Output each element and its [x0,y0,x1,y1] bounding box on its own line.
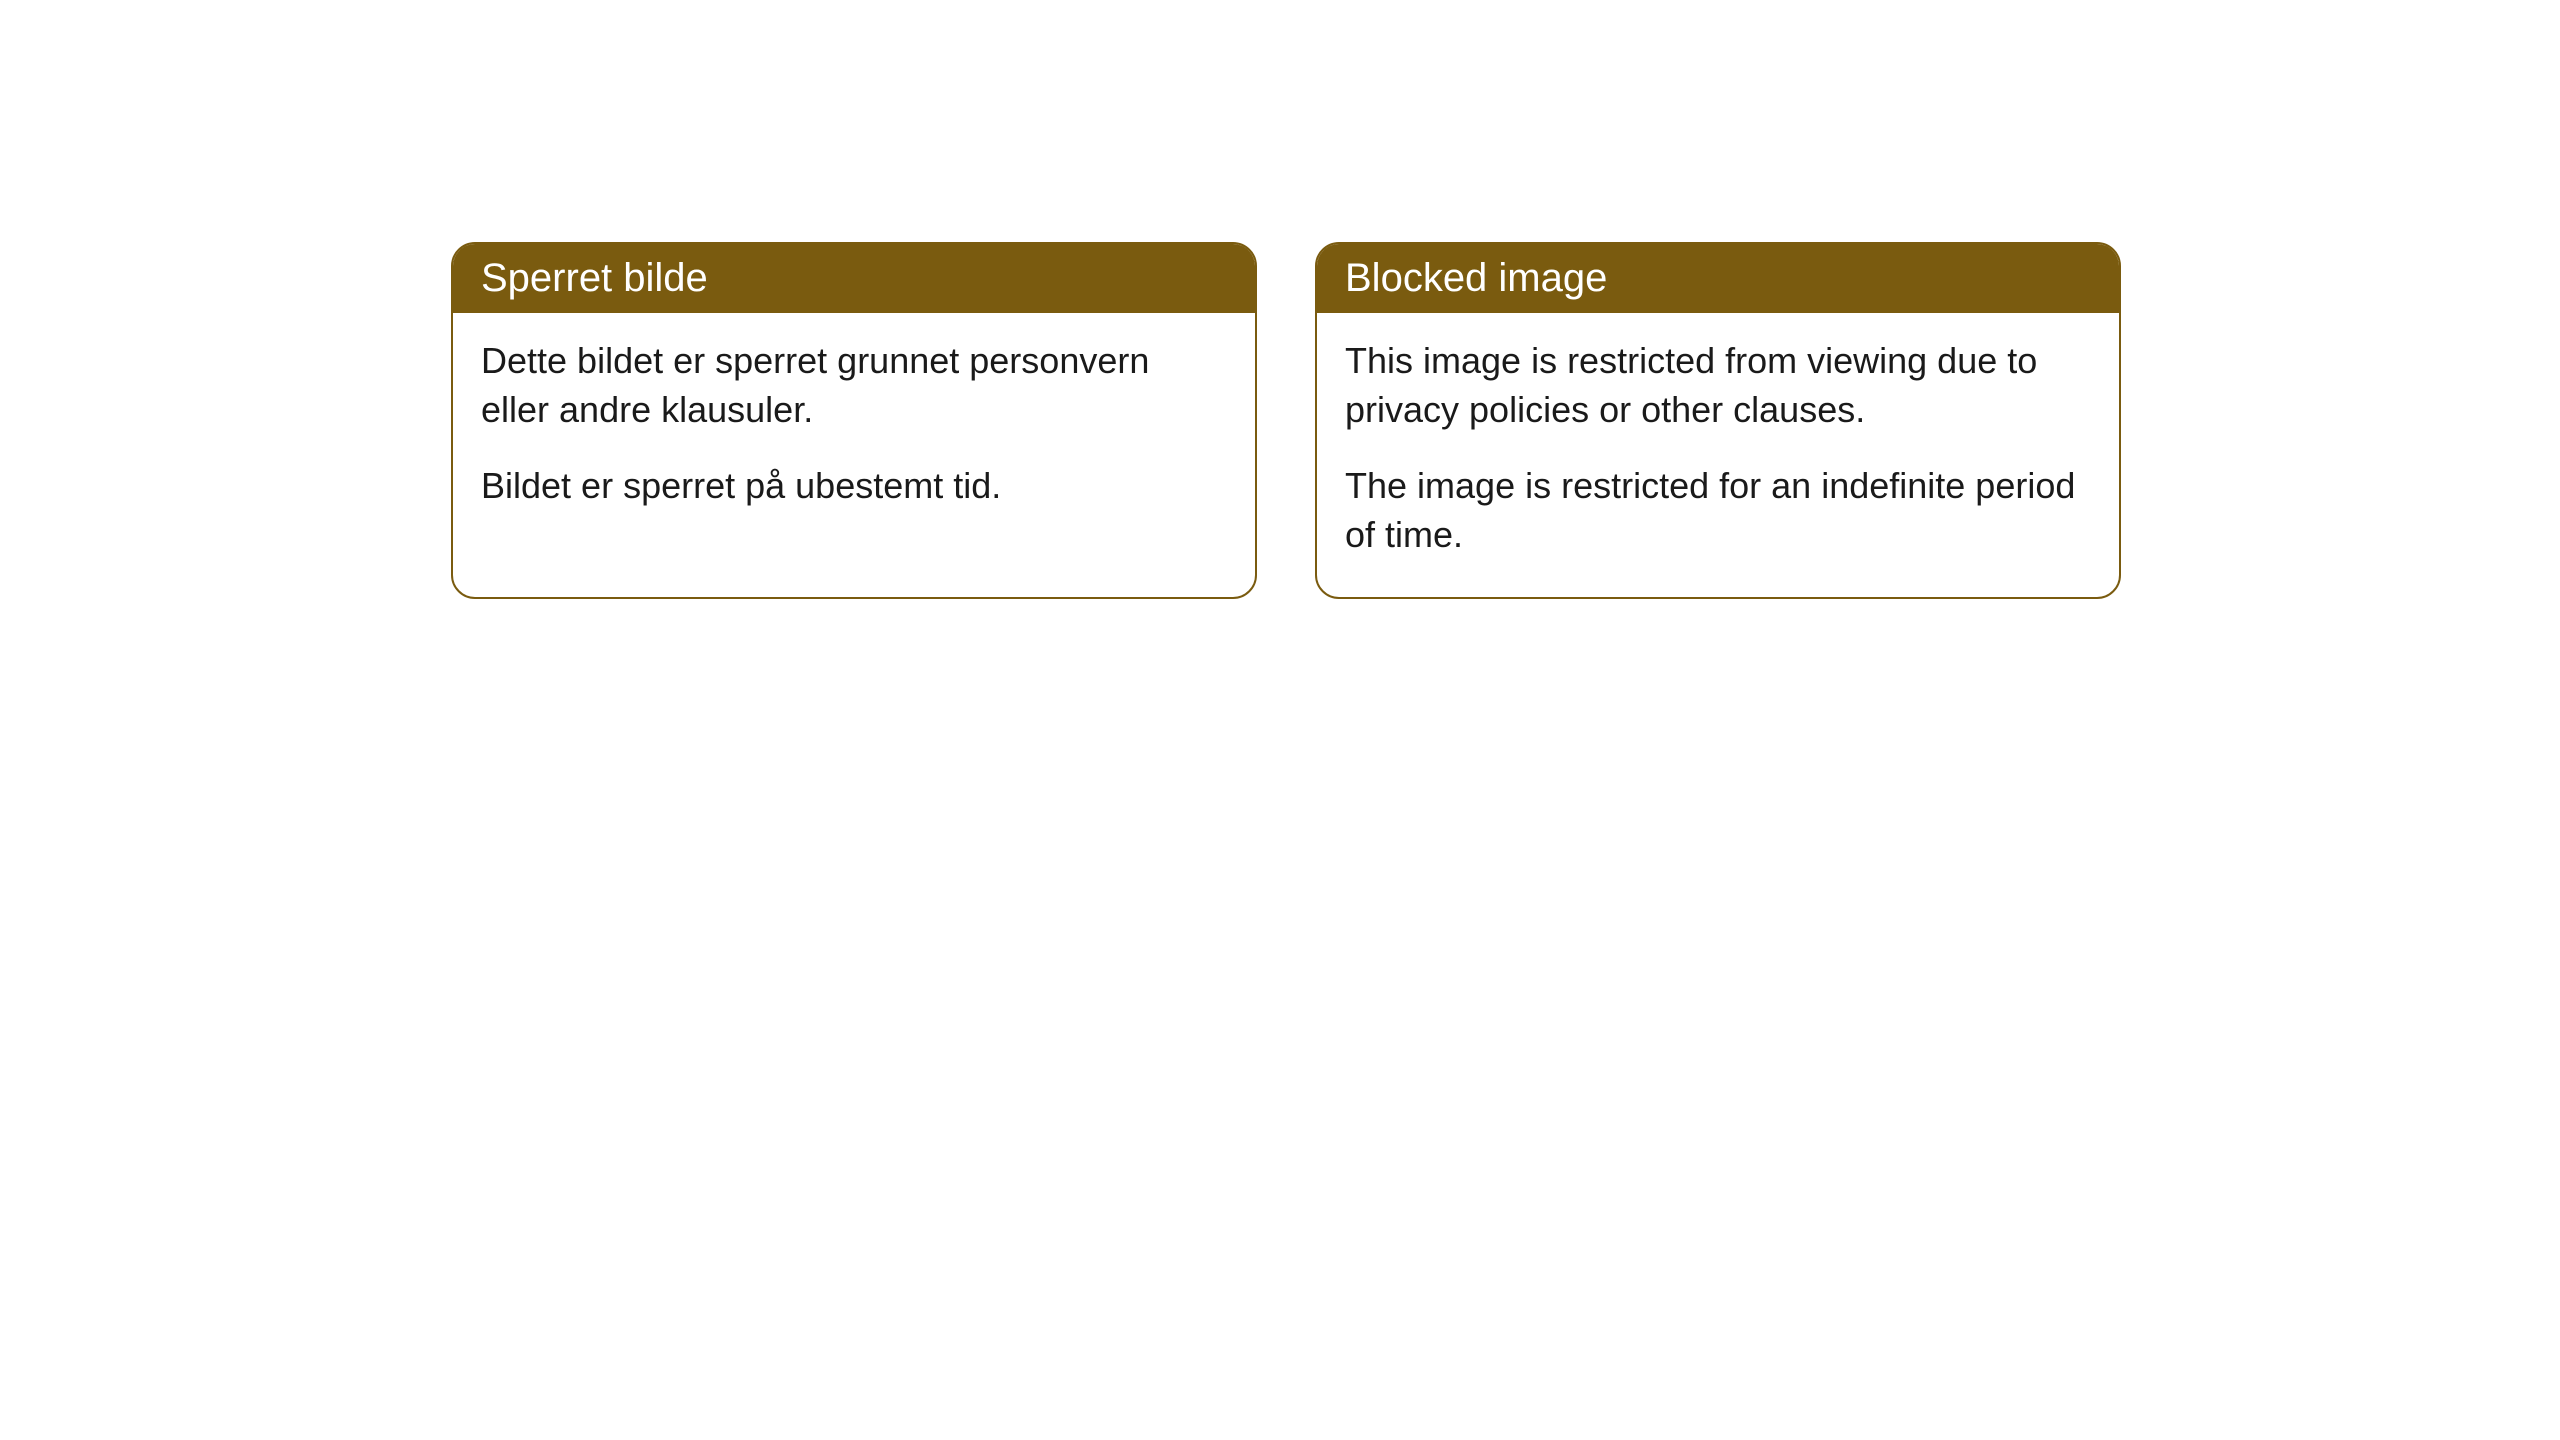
card-paragraph-2: The image is restricted for an indefinit… [1345,462,2091,559]
card-body: Dette bildet er sperret grunnet personve… [453,313,1255,549]
card-title: Blocked image [1345,256,1607,300]
card-paragraph-1: Dette bildet er sperret grunnet personve… [481,337,1227,434]
card-body: This image is restricted from viewing du… [1317,313,2119,597]
notice-card-english: Blocked image This image is restricted f… [1315,242,2121,599]
card-header: Blocked image [1317,244,2119,313]
card-paragraph-2: Bildet er sperret på ubestemt tid. [481,462,1227,511]
card-header: Sperret bilde [453,244,1255,313]
card-title: Sperret bilde [481,256,708,300]
notice-card-norwegian: Sperret bilde Dette bildet er sperret gr… [451,242,1257,599]
card-paragraph-1: This image is restricted from viewing du… [1345,337,2091,434]
notice-panel-container: Sperret bilde Dette bildet er sperret gr… [451,242,2121,599]
